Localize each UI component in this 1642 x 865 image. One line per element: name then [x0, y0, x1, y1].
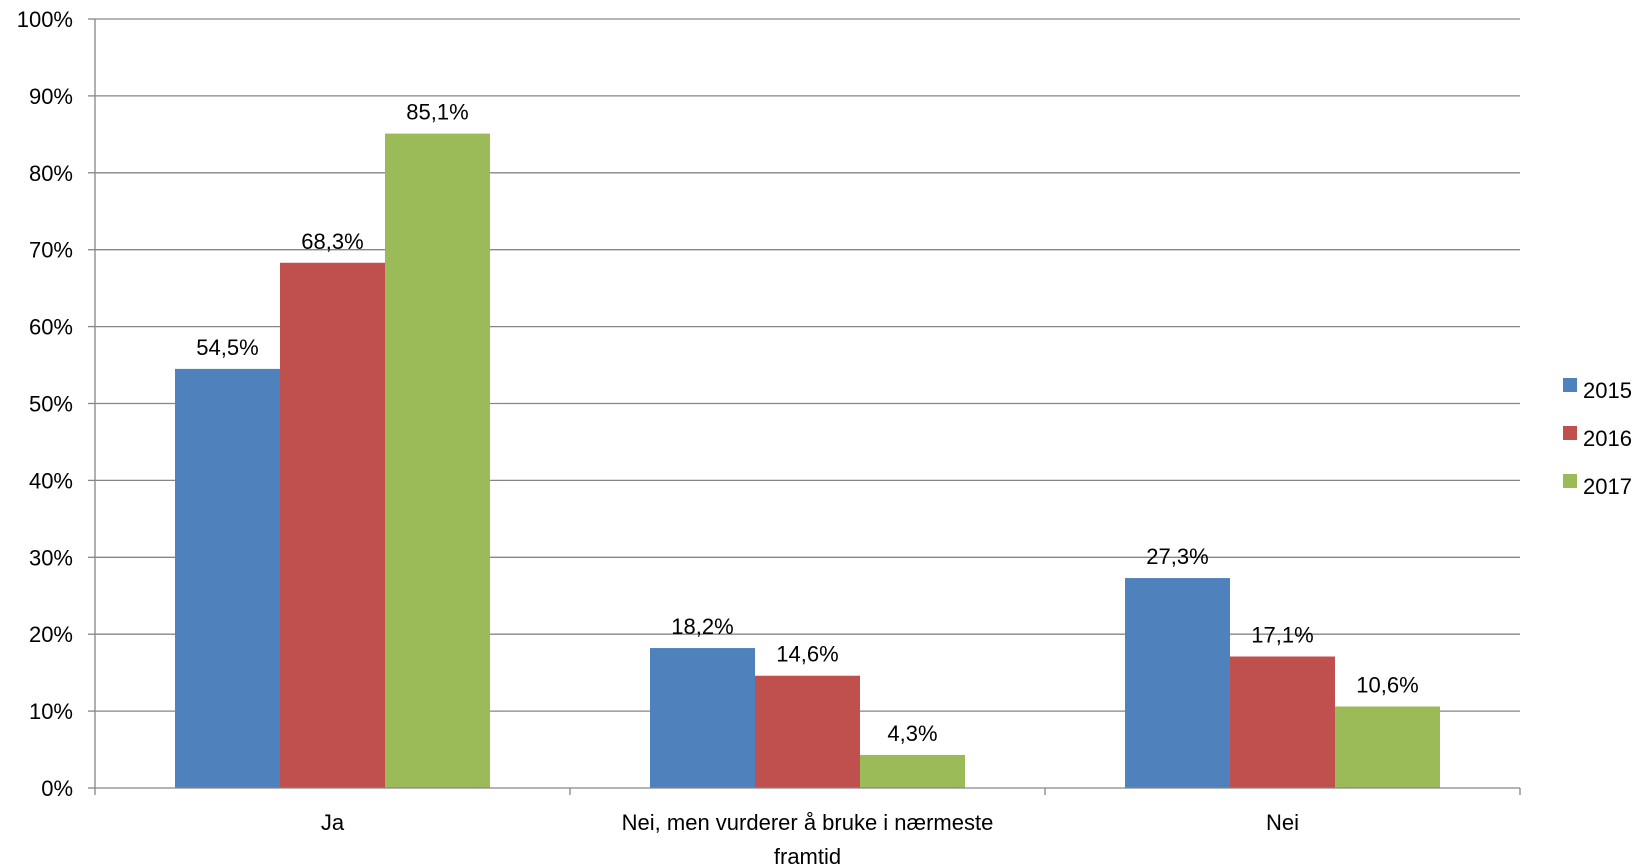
data-label: 4,3%	[887, 721, 937, 746]
y-tick-label: 100%	[17, 7, 73, 32]
x-axis-category-labels: Ja Nei, men vurderer å bruke i nærmeste fr…	[321, 810, 1299, 865]
y-tick-label: 0%	[41, 776, 73, 801]
data-label: 14,6%	[776, 642, 838, 667]
y-tick-label: 60%	[29, 315, 73, 340]
category-label: framtid	[774, 844, 841, 865]
bar-2016-0	[280, 262, 385, 788]
data-label: 85,1%	[406, 100, 468, 125]
bar-2015-0	[175, 368, 280, 788]
y-tick-label: 10%	[29, 699, 73, 724]
bar-2015-2	[1125, 578, 1230, 788]
data-label: 17,1%	[1251, 623, 1313, 648]
legend-swatch-2017	[1563, 474, 1577, 488]
legend-label: 2017	[1583, 474, 1632, 499]
y-tick-label: 30%	[29, 545, 73, 570]
data-label: 68,3%	[301, 229, 363, 254]
y-tick-label: 80%	[29, 161, 73, 186]
y-axis-tick-labels: 0% 10% 20% 30% 40% 50% 60% 70% 80% 90% 100%	[17, 7, 73, 801]
bar-2016-1	[755, 675, 860, 788]
bars	[175, 133, 1440, 788]
data-label: 54,5%	[196, 335, 258, 360]
bar-2015-1	[650, 648, 755, 788]
bar-2017-0	[385, 133, 490, 788]
y-tick-label: 40%	[29, 468, 73, 493]
y-tick-label: 90%	[29, 84, 73, 109]
data-label: 18,2%	[671, 614, 733, 639]
legend: 2015 2016 2017	[1563, 378, 1632, 499]
y-tick-label: 70%	[29, 238, 73, 263]
legend-swatch-2015	[1563, 378, 1577, 392]
bar-2017-1	[860, 754, 965, 788]
data-labels: 54,5% 68,3% 85,1% 18,2% 14,6% 4,3% 27,3% 17,1% 1…	[196, 100, 1418, 746]
legend-swatch-2016	[1563, 426, 1577, 440]
category-label: Ja	[321, 810, 345, 835]
bar-2017-2	[1335, 706, 1440, 788]
y-tick-label: 50%	[29, 392, 73, 417]
legend-label: 2016	[1583, 426, 1632, 451]
legend-label: 2015	[1583, 378, 1632, 403]
y-tick-label: 20%	[29, 622, 73, 647]
data-label: 27,3%	[1146, 544, 1208, 569]
category-label: Nei, men vurderer å bruke i nærmeste	[622, 810, 994, 835]
category-label: Nei	[1266, 810, 1299, 835]
bar-2016-2	[1230, 656, 1335, 788]
axes	[88, 18, 1521, 795]
data-label: 10,6%	[1356, 672, 1418, 697]
